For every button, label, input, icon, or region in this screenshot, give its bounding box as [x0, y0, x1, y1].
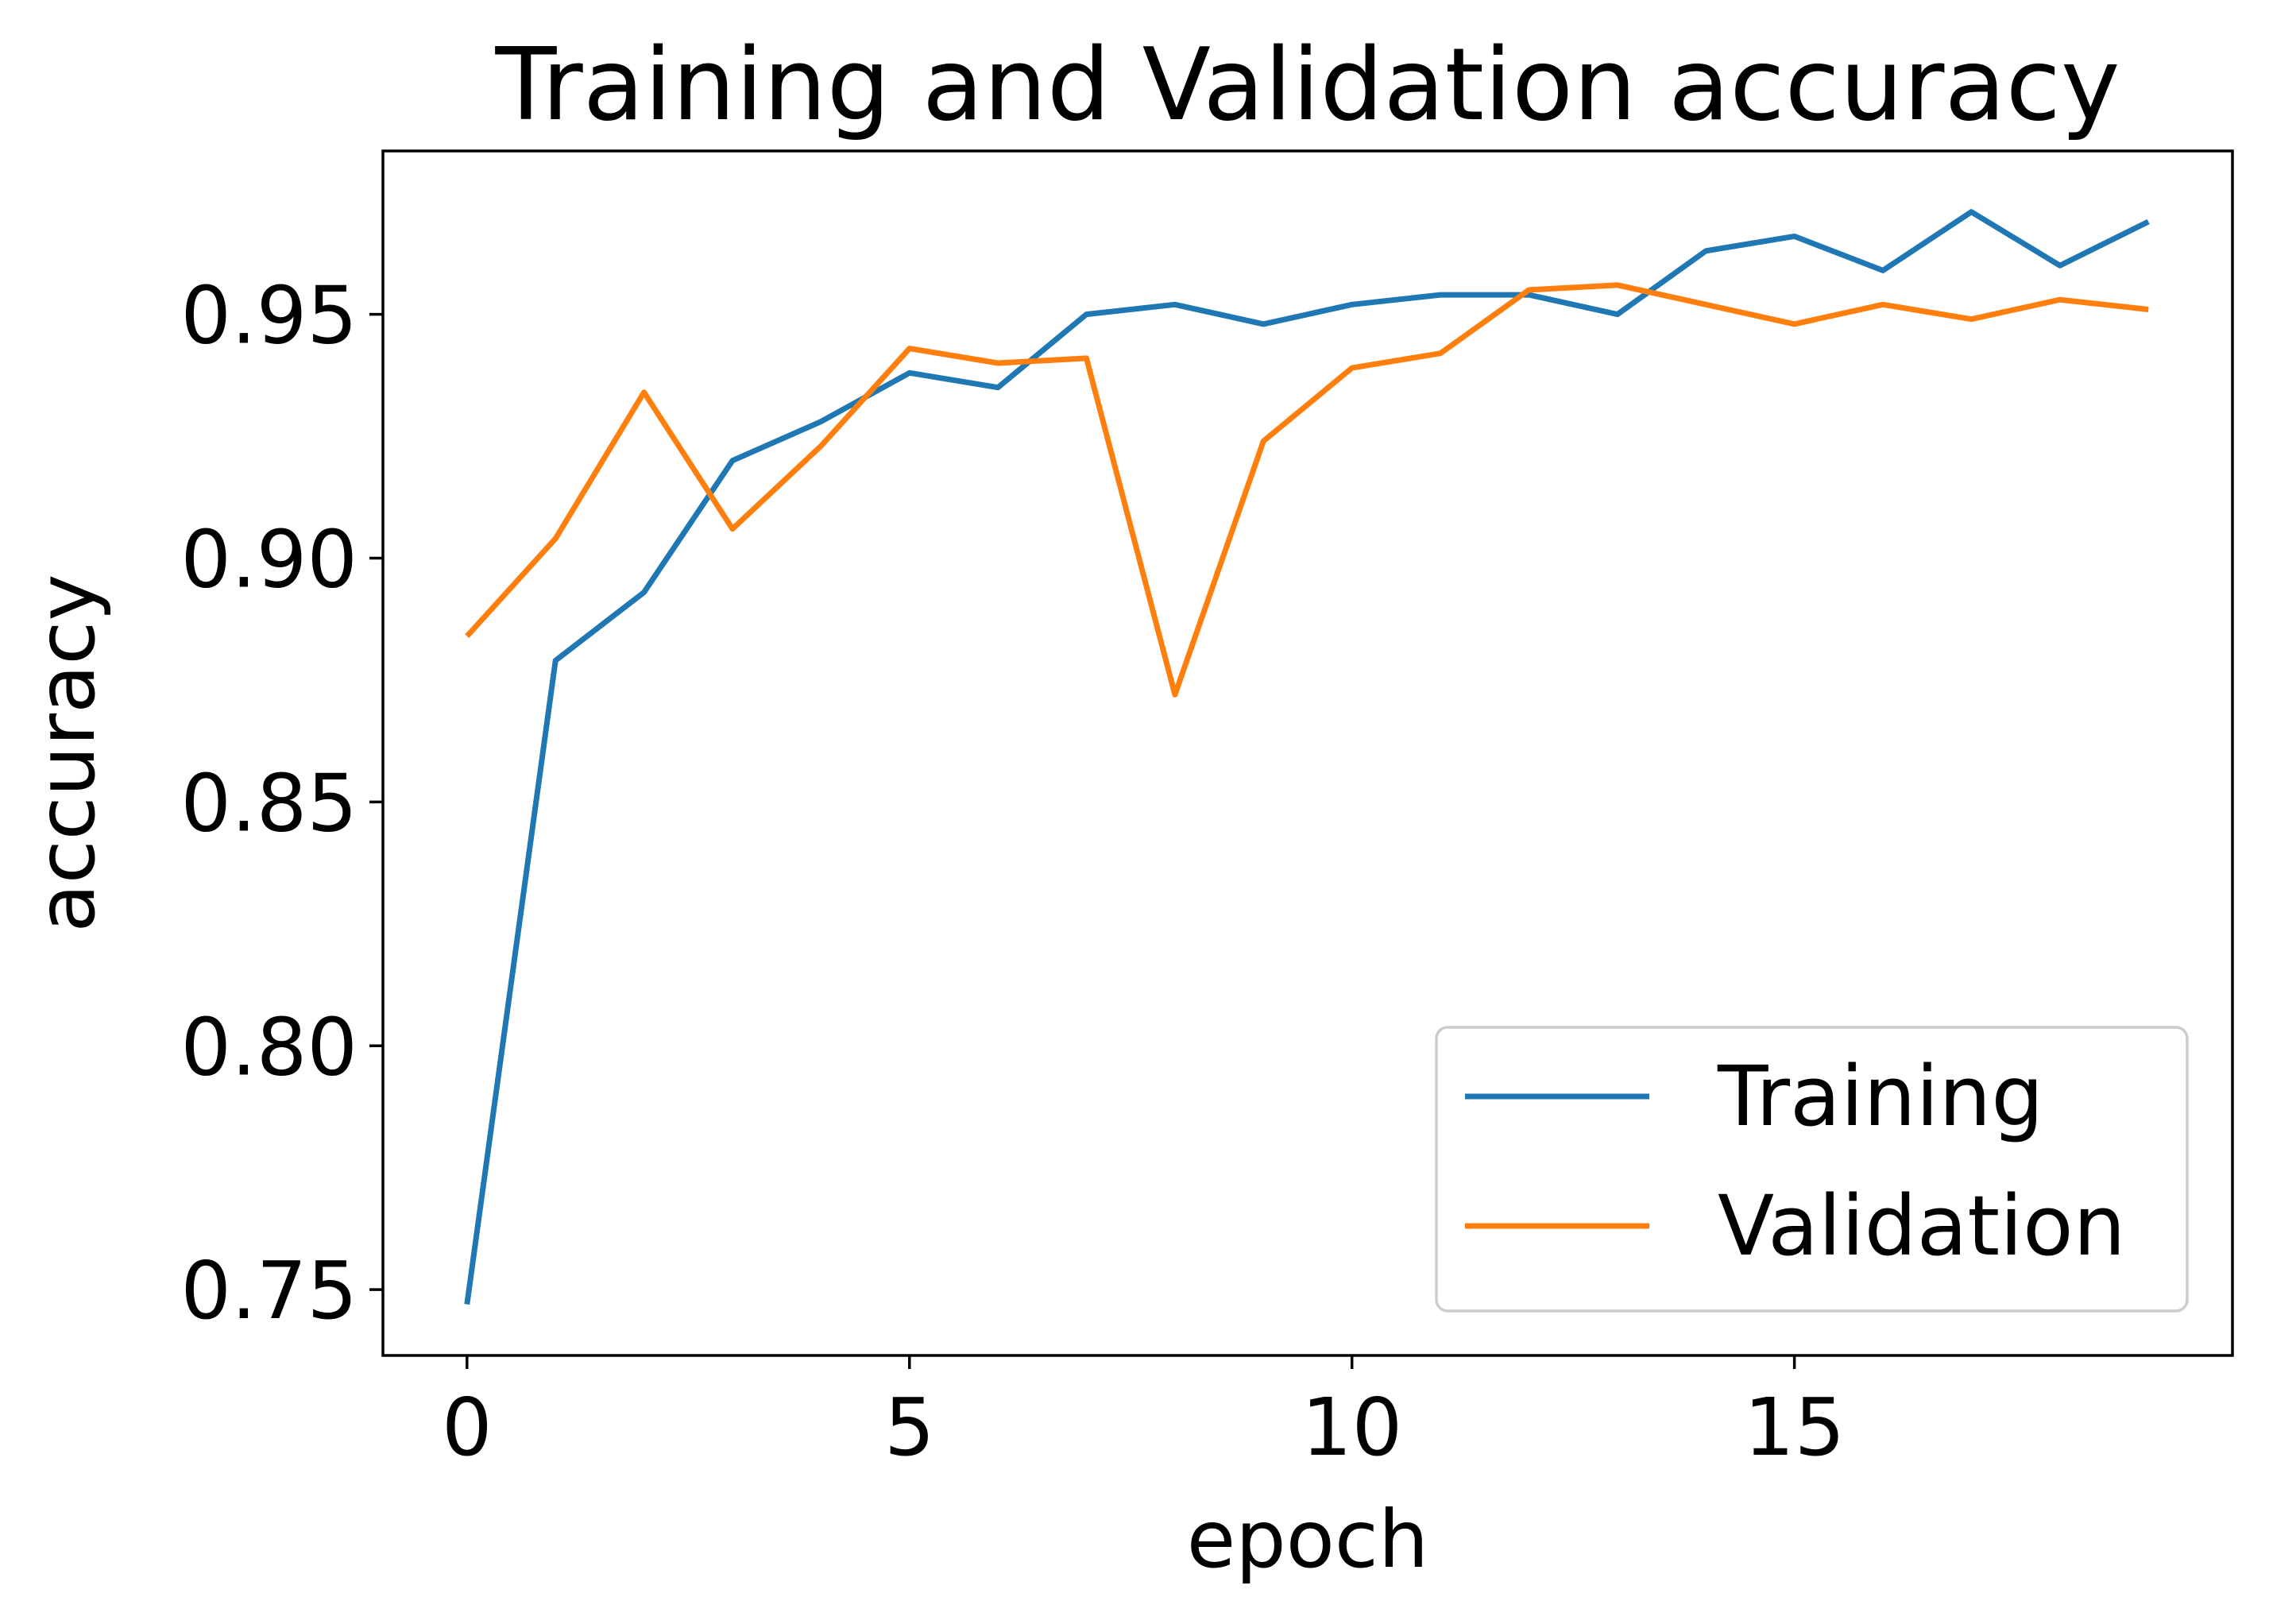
series-line-training [464, 209, 2150, 1305]
y-tick-label: 0.90 [180, 512, 358, 605]
x-tick-label: 0 [442, 1381, 493, 1474]
y-tick-label: 0.80 [180, 1000, 358, 1093]
y-axis-label: accuracy [20, 574, 113, 932]
plot-frame [381, 149, 2234, 1357]
x-tick-label: 5 [884, 1381, 935, 1474]
y-tick-label: 0.75 [180, 1244, 358, 1337]
legend-label-validation: Validation [1718, 1177, 2126, 1274]
x-axis-ticks: 0 5 10 15 [442, 1355, 1845, 1474]
y-axis-ticks: 0.75 0.80 0.85 0.90 0.95 [180, 269, 383, 1337]
legend: Training Validation [1435, 1026, 2189, 1313]
x-tick-label: 15 [1744, 1381, 1845, 1474]
plot-lines [464, 209, 2150, 1305]
x-tick-label: 10 [1301, 1381, 1402, 1474]
series-line-validation [465, 282, 2149, 698]
y-tick-label: 0.85 [180, 756, 358, 849]
x-axis-label: epoch [1187, 1493, 1429, 1586]
legend-label-training: Training [1717, 1048, 2043, 1145]
chart-title: Training and Validation accuracy [494, 26, 2120, 143]
y-tick-label: 0.95 [180, 269, 358, 362]
